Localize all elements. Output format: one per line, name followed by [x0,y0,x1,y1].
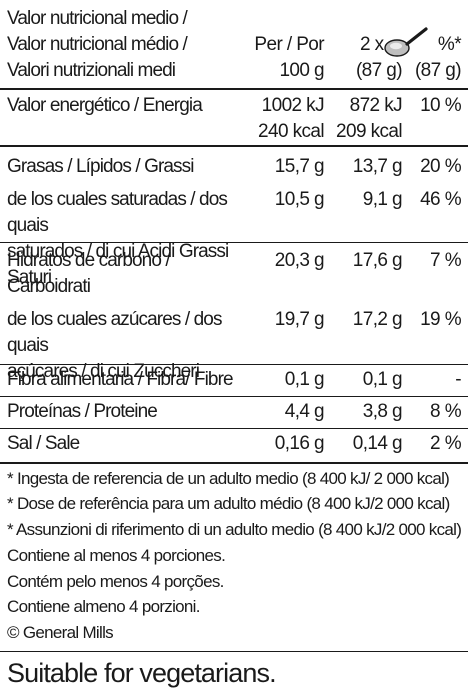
sugars-per-serving: 17,2 g [352,309,403,330]
copyright-note: © General Mills [7,623,114,642]
row-label-sugars: de los cuales azúcares / dos quais açúca… [7,309,222,382]
spoon-icon [384,27,428,57]
row-label-carbohydrate: Hidratos de carbono / Carboidrati [7,250,171,297]
protein-ri: 8 % [430,401,462,422]
divider [0,364,468,365]
saturates-ri: 46 % [420,189,462,210]
carbohydrate-per-serving: 17,6 g [352,250,403,271]
row-label-energy: Valor energético / Energia [7,95,203,116]
fibre-per-100g: 0,1 g [284,369,325,390]
row-label-saturates: de los cuales saturadas / dos quais satu… [7,189,229,288]
table-title: Valor nutricional medio / Valor nutricio… [7,8,188,81]
fibre-ri: - [455,369,461,390]
salt-ri: 2 % [430,433,462,454]
divider [0,651,468,652]
divider [0,145,468,147]
portions-note-es: Contiene al menos 4 porciones. [7,546,226,565]
column-header-serving-prefix: 2 x [360,34,384,55]
sugars-per-100g: 19,7 g [274,309,325,330]
energy-ri: 10 % [420,95,462,116]
salt-per-100g: 0,16 g [274,433,325,454]
fat-per-100g: 15,7 g [274,156,325,177]
footnote-reference-intake-it: * Assunzioni di riferimento di un adulto… [7,520,462,539]
energy-per-100g: 1002 kJ 240 kcal [258,95,325,142]
saturates-per-serving: 9,1 g [362,189,403,210]
portions-note-it: Contiene almeno 4 porzioni. [7,597,200,616]
sugars-ri: 19 % [420,309,462,330]
column-header-per-100g: Per / Por 100 g [254,34,324,81]
divider [0,462,468,464]
energy-per-serving: 872 kJ 209 kcal [336,95,403,142]
carbohydrate-per-100g: 20,3 g [274,250,325,271]
protein-per-serving: 3,8 g [362,401,403,422]
salt-per-serving: 0,14 g [352,433,403,454]
protein-per-100g: 4,4 g [284,401,325,422]
divider [0,242,468,243]
carbohydrate-ri: 7 % [430,250,462,271]
row-label-fibre: Fibra alimentaria / Fibra/ Fibre [7,369,234,390]
row-label-fat: Grasas / Lípidos / Grassi [7,156,194,177]
row-label-salt: Sal / Sale [7,433,80,454]
vegetarian-statement: Suitable for vegetarians. [7,658,277,688]
divider [0,428,468,429]
fat-per-serving: 13,7 g [352,156,403,177]
footnote-reference-intake-pt: * Dose de referência para um adulto médi… [7,494,450,513]
column-header-serving-weight: (87 g) [355,60,403,81]
row-label-protein: Proteínas / Proteine [7,401,158,422]
fat-ri: 20 % [420,156,462,177]
footnote-reference-intake-es: * Ingesta de referencia de un adulto med… [7,469,450,488]
saturates-per-100g: 10,5 g [274,189,325,210]
divider [0,396,468,397]
divider [0,88,468,90]
column-header-ri: %* (87 g) [414,34,462,81]
portions-note-pt: Contém pelo menos 4 porções. [7,572,224,591]
fibre-per-serving: 0,1 g [362,369,403,390]
